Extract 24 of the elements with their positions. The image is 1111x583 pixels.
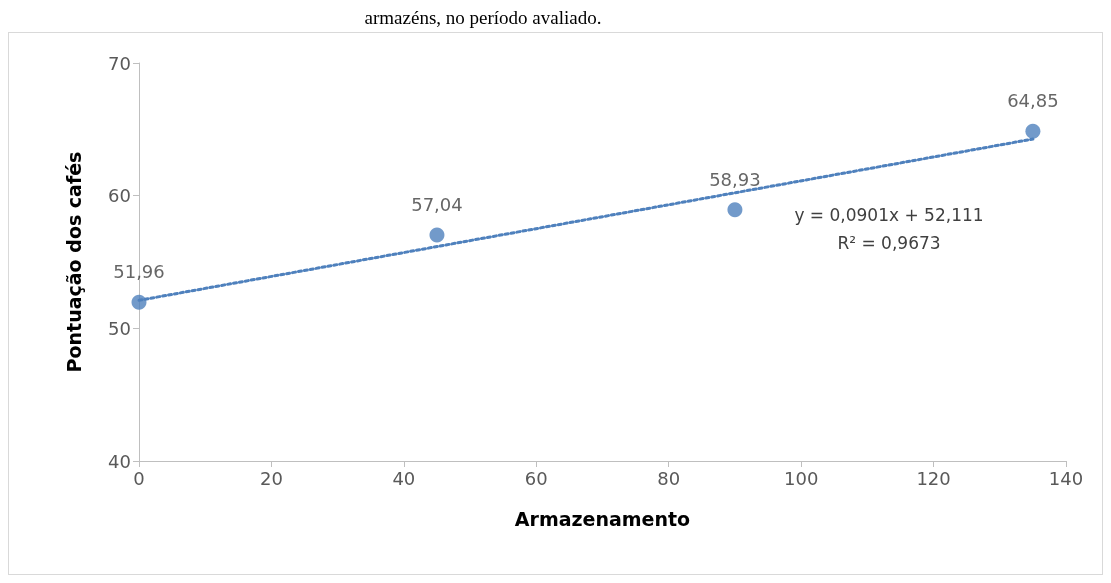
data-label: 58,93 — [709, 168, 761, 190]
y-tick-label: 50 — [108, 317, 131, 339]
annotation: y = 0,0901x + 52,111 R² = 0,9673 — [794, 205, 984, 253]
point — [1025, 123, 1041, 139]
x-tick-label: 100 — [783, 467, 819, 489]
x-axis-title: Armazenamento — [514, 507, 691, 530]
x-tick-label: 140 — [1048, 467, 1084, 489]
text: armazéns, no período avaliado. — [363, 7, 603, 28]
x-tick-label: 80 — [657, 467, 681, 489]
y-axis-title: Pontuação dos cafés — [62, 151, 85, 373]
data-label: 64,85 — [1007, 90, 1059, 112]
x-tick-label: 60 — [524, 467, 548, 489]
data-label: 51,96 — [113, 261, 165, 283]
x-tick-label: 40 — [392, 467, 416, 489]
x-tick-label: 0 — [133, 467, 145, 489]
point — [131, 294, 147, 310]
y-tick-label: 60 — [108, 185, 131, 207]
data-label: 57,04 — [411, 193, 463, 215]
x-tick-label: 20 — [259, 467, 283, 489]
x-tick-label: 120 — [916, 467, 951, 489]
point — [429, 227, 445, 243]
y-tick-label: 70 — [108, 52, 131, 74]
point — [727, 202, 743, 218]
y-tick-label: 40 — [108, 450, 131, 472]
